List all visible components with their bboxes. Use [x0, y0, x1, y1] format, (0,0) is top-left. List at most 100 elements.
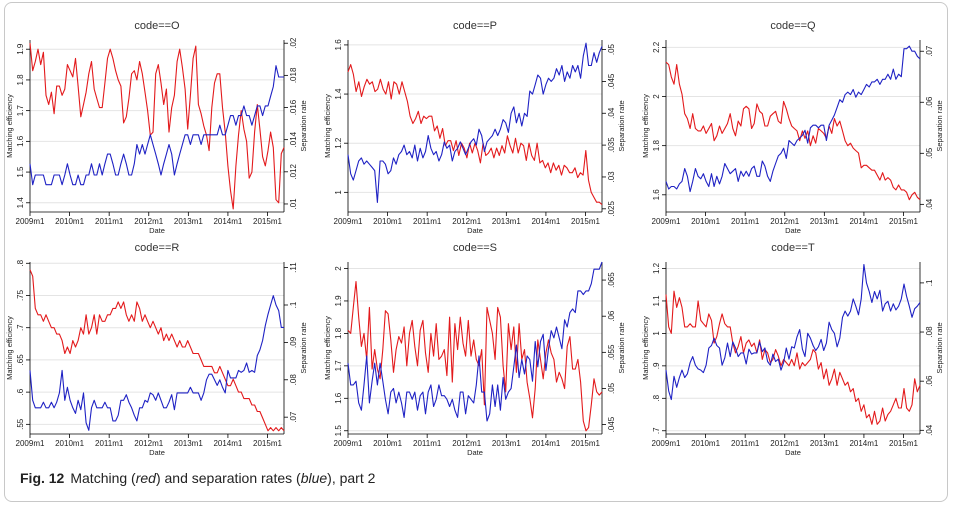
x-tick-label: 2013m1: [492, 217, 521, 226]
y-axis-title-right: Separation rate: [299, 100, 308, 151]
y-tick-label-left: 1.9: [16, 43, 25, 55]
y-tick-label-right: .012: [289, 163, 298, 179]
y-axis-title-left: Matching efficiency: [323, 94, 332, 158]
y-tick-label-right: .1: [289, 301, 298, 308]
x-tick-label: 2015m1: [253, 439, 282, 448]
x-tick-label: 2012m1: [452, 217, 481, 226]
y-tick-label-left: 1.8: [16, 74, 25, 86]
x-tick-label: 2011m1: [731, 217, 760, 226]
x-axis-title: Date: [149, 448, 165, 457]
panel-title: code==R: [135, 242, 180, 254]
x-axis-title: Date: [467, 448, 483, 457]
y-axis-title-right: Separation rate: [299, 322, 308, 373]
separation-rate-line: [665, 45, 921, 193]
figure-label: Fig. 12: [20, 470, 65, 486]
x-tick-label: 2014m1: [531, 217, 560, 226]
y-tick-label-left: 1.6: [334, 392, 343, 404]
y-tick-label-right: .06: [607, 310, 616, 322]
separation-rate-line: [665, 263, 921, 401]
y-tick-label-left: .8: [16, 259, 25, 266]
y-tick-label-left: 1.4: [16, 197, 25, 209]
x-tick-label: 2012m1: [770, 439, 799, 448]
y-tick-label-left: 1: [652, 331, 661, 336]
y-axis-title-left: Matching efficiency: [323, 316, 332, 380]
panel-code-r: code==R .55 .6 .65 .7 .75 .8 .07 .08 .09 .1 .11 2009…: [5, 242, 308, 457]
y-tick-label-right: .11: [289, 262, 298, 273]
x-tick-label: 2014m1: [531, 439, 560, 448]
panel-title: code==T: [771, 242, 815, 254]
y-tick-label-left: 1.4: [334, 88, 343, 100]
y-tick-label-left: .6: [16, 388, 25, 395]
panel-code-t: code==T .7 .8 .9 1 1.1 1.2 .04 .06 .08 .1 2009m1 201…: [641, 242, 944, 457]
matching-efficiency-line: [665, 290, 921, 425]
x-tick-label: 2011m1: [413, 217, 442, 226]
y-tick-label-left: 2: [334, 266, 343, 271]
y-tick-label-left: .7: [16, 324, 25, 331]
y-axis-title-right: Separation rate: [935, 322, 944, 373]
x-tick-label: 2012m1: [452, 439, 481, 448]
y-tick-label-right: .065: [607, 272, 616, 288]
x-tick-label: 2010m1: [55, 217, 84, 226]
panel-title: code==S: [453, 242, 497, 254]
x-tick-label: 2011m1: [413, 439, 442, 448]
y-axis-title-right: Separation rate: [617, 322, 626, 373]
x-tick-label: 2015m1: [889, 439, 918, 448]
y-tick-label-right: .07: [925, 45, 934, 57]
caption-text-after: ), part 2: [327, 470, 376, 486]
matching-efficiency-line: [29, 43, 285, 210]
caption-text-before: Matching (: [70, 470, 136, 486]
x-tick-label: 2009m1: [652, 217, 681, 226]
y-tick-label-left: 1.9: [334, 295, 343, 307]
y-tick-label-right: .018: [289, 67, 298, 83]
y-tick-label-left: 1.6: [652, 189, 661, 201]
y-tick-label-right: .05: [607, 382, 616, 394]
y-tick-label-right: .055: [607, 344, 616, 360]
y-axis-title-left: Matching efficiency: [5, 316, 14, 380]
x-tick-label: 2015m1: [253, 217, 282, 226]
y-tick-label-right: .07: [289, 411, 298, 423]
x-tick-label: 2011m1: [95, 439, 124, 448]
x-tick-label: 2011m1: [95, 217, 124, 226]
separation-rate-line: [29, 295, 284, 431]
x-tick-label: 2012m1: [770, 217, 799, 226]
x-tick-label: 2009m1: [334, 439, 363, 448]
x-tick-label: 2009m1: [334, 217, 363, 226]
y-axis-title-right: Separation rate: [617, 100, 626, 151]
y-tick-label-left: 1.8: [334, 327, 343, 339]
y-tick-label-left: 1.6: [16, 135, 25, 147]
panel-title: code==Q: [770, 20, 816, 32]
matching-efficiency-line: [347, 280, 603, 432]
caption-text-middle: ) and separation rates (: [155, 470, 301, 486]
y-tick-label-right: .06: [925, 96, 934, 108]
y-tick-label-right: .06: [925, 375, 934, 387]
y-tick-label-left: 1.2: [334, 137, 343, 149]
y-tick-label-left: 1.5: [334, 425, 343, 437]
y-tick-label-left: 1.2: [652, 262, 661, 274]
y-tick-label-right: .05: [607, 43, 616, 55]
y-tick-label-right: .04: [607, 107, 616, 119]
y-tick-label-left: 1.7: [16, 105, 25, 117]
x-tick-label: 2014m1: [213, 439, 242, 448]
y-tick-label-left: .9: [652, 362, 661, 369]
x-axis-title: Date: [785, 448, 801, 457]
y-axis-title-left: Matching efficiency: [5, 94, 14, 158]
x-tick-label: 2009m1: [652, 439, 681, 448]
separation-rate-line: [347, 42, 603, 203]
x-axis-title: Date: [149, 226, 165, 235]
y-tick-label-right: .08: [925, 326, 934, 338]
x-tick-label: 2010m1: [691, 217, 720, 226]
y-tick-label-right: .1: [925, 279, 934, 286]
y-tick-label-right: .045: [607, 416, 616, 432]
y-axis-title-left: Matching efficiency: [641, 94, 650, 158]
y-tick-label-right: .04: [925, 424, 934, 436]
x-tick-label: 2011m1: [731, 439, 760, 448]
y-tick-label-left: 1.8: [652, 140, 661, 152]
x-tick-label: 2015m1: [889, 217, 918, 226]
x-tick-label: 2010m1: [691, 439, 720, 448]
y-tick-label-right: .09: [289, 336, 298, 348]
panel-title: code==O: [134, 20, 180, 32]
x-tick-label: 2012m1: [134, 217, 163, 226]
y-tick-label-right: .014: [289, 131, 298, 147]
y-axis-title-right: Separation rate: [935, 100, 944, 151]
x-tick-label: 2013m1: [810, 439, 839, 448]
